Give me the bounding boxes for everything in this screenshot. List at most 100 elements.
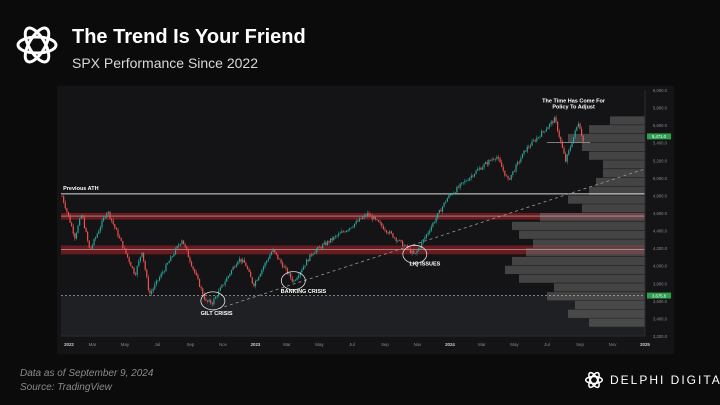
candle-body — [534, 140, 536, 142]
candle-body — [429, 230, 431, 233]
candle-body — [258, 276, 260, 281]
candle-body — [521, 153, 524, 159]
candle-body — [83, 217, 86, 229]
candle-body — [481, 167, 484, 170]
candle-body — [186, 246, 188, 251]
candle-body — [243, 259, 245, 263]
candle-body — [88, 240, 90, 248]
candle-body — [510, 174, 512, 180]
candle-body — [446, 198, 448, 202]
candle-body — [552, 121, 554, 123]
candle-body — [74, 233, 76, 239]
candle-body — [206, 300, 209, 302]
chart-annotation: Previous ATH — [63, 186, 98, 192]
profile-bar — [610, 116, 645, 125]
candle-body — [262, 266, 265, 270]
candle-body — [339, 232, 341, 234]
candle-body — [544, 131, 546, 132]
candle-body — [486, 162, 488, 165]
lower-shade-band — [61, 295, 645, 336]
candle-body — [505, 175, 508, 177]
candle-body — [496, 157, 498, 159]
candle-body — [515, 164, 517, 172]
candle-body — [72, 226, 74, 234]
candle-body — [290, 273, 292, 278]
candle-body — [170, 256, 172, 262]
candle-body — [558, 131, 560, 137]
candle-body — [285, 266, 287, 269]
x-tick-label: Mar — [283, 342, 291, 347]
candle-body — [125, 248, 127, 254]
candle-body — [208, 300, 210, 302]
profile-bar — [505, 265, 645, 274]
candle-body — [270, 251, 273, 255]
candle-body — [477, 169, 479, 171]
profile-bar — [526, 248, 645, 257]
profile-bar — [582, 142, 645, 151]
candle-body — [568, 150, 570, 155]
candle-body — [147, 277, 149, 291]
candle-body — [397, 240, 399, 242]
candle-body — [400, 239, 402, 241]
candle-body — [441, 206, 444, 212]
candle-body — [197, 275, 199, 279]
candle-body — [373, 216, 375, 220]
candle-body — [507, 175, 509, 179]
candle-body — [195, 272, 197, 276]
candle-body — [435, 217, 437, 223]
candle-body — [371, 215, 373, 220]
candle-body — [414, 253, 416, 254]
candle-body — [346, 230, 348, 233]
candle-body — [342, 231, 345, 233]
candle-body — [401, 240, 404, 247]
candle-body — [368, 213, 370, 216]
candle-body — [146, 269, 148, 278]
y-tick-label: 3,200.0 — [653, 334, 668, 339]
candle-body — [379, 221, 381, 224]
y-tick-label: 5,000.0 — [653, 176, 668, 181]
profile-bar — [547, 292, 645, 301]
candle-body — [240, 258, 242, 263]
x-tick-label: Sep — [187, 342, 195, 347]
candle-body — [355, 221, 357, 224]
candle-body — [382, 226, 384, 230]
candle-body — [123, 247, 126, 249]
candle-body — [531, 141, 533, 146]
candle-body — [139, 256, 141, 261]
candle-body — [95, 237, 97, 239]
candle-body — [376, 219, 378, 221]
resistance-zone — [61, 245, 645, 255]
candle-body — [488, 160, 490, 165]
candle-body — [120, 238, 122, 241]
candle-body — [122, 240, 124, 248]
candle-body — [338, 233, 340, 236]
candle-body — [250, 271, 252, 278]
candle-body — [264, 262, 266, 267]
candle-body — [366, 213, 368, 217]
chart-annotation: The Time Has Come For — [542, 98, 606, 104]
candle-body — [141, 252, 143, 257]
candle-body — [424, 237, 426, 240]
candle-body — [189, 257, 191, 262]
candle-body — [165, 264, 167, 272]
candle-body — [266, 260, 268, 263]
candle-body — [178, 245, 180, 247]
candle-body — [322, 244, 324, 249]
candle-body — [473, 173, 476, 177]
candle-body — [219, 287, 221, 291]
candle-body — [517, 161, 519, 165]
candle-body — [352, 226, 354, 228]
candle-body — [211, 303, 213, 305]
candle-body — [294, 280, 297, 281]
candle-body — [555, 117, 557, 122]
spx-chart: Previous ATH GILT CRISIS BANKING CRISIS LIQ… — [61, 88, 671, 347]
candle-body — [256, 280, 258, 281]
candle-body — [334, 236, 337, 237]
candle-body — [230, 270, 233, 274]
candle-body — [547, 127, 549, 130]
candle-body — [393, 237, 396, 239]
candle-body — [91, 245, 94, 249]
candle-body — [365, 215, 367, 217]
candle-body — [494, 158, 496, 160]
chart-annotation: GILT CRISIS — [201, 311, 233, 317]
